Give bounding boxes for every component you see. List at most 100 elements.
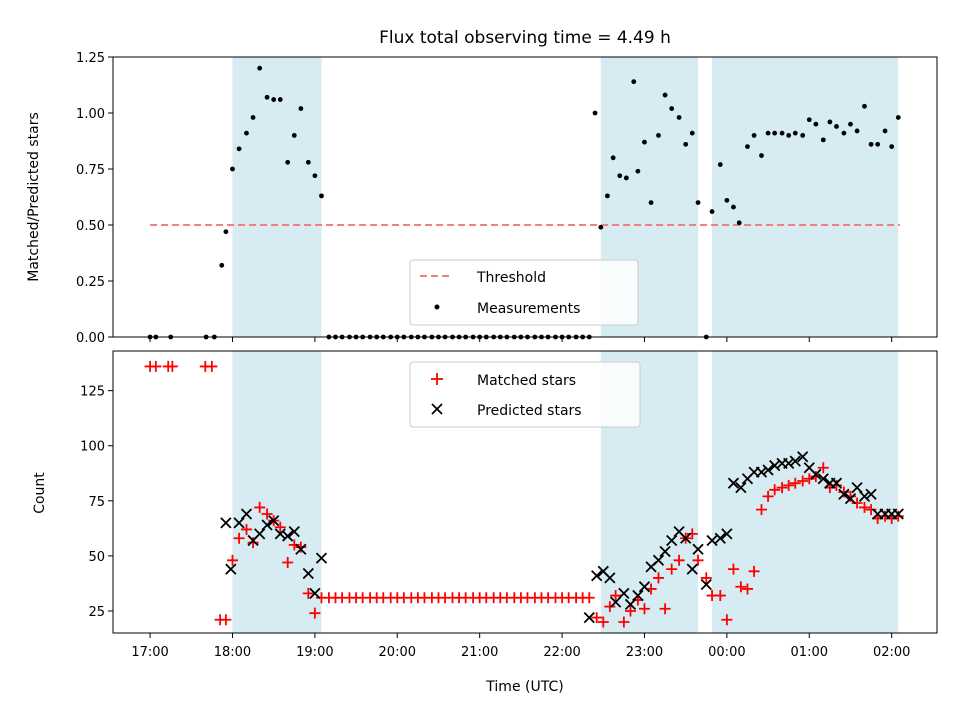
matched-star-marker — [838, 486, 850, 498]
predicted-star-marker — [727, 477, 740, 489]
count-legend: Matched stars Predicted stars — [409, 361, 641, 428]
measurement-point — [669, 106, 675, 111]
measurement-point — [800, 133, 806, 138]
matched-star-marker — [666, 563, 678, 575]
count-legend-box — [409, 361, 641, 428]
predicted-star-marker — [851, 481, 863, 494]
matched-star-marker — [789, 477, 801, 489]
measurement-point — [277, 97, 283, 102]
predicted-star-marker — [591, 570, 603, 582]
matched-star-marker — [261, 508, 273, 520]
predicted-star-marker — [254, 528, 266, 540]
predicted-star-marker — [830, 477, 843, 489]
measurement-point — [219, 262, 225, 268]
measurement-point — [848, 121, 853, 127]
predicted-star-marker — [240, 508, 253, 520]
predicted-star-marker — [638, 581, 651, 593]
predicted-star-marker — [261, 519, 273, 531]
ratio-legend-box — [409, 259, 639, 326]
matched-star-marker — [776, 482, 788, 494]
measurement-point — [889, 144, 895, 150]
matched-star-marker — [247, 537, 259, 549]
predicted-star-marker — [282, 530, 294, 542]
measurement-point — [656, 133, 661, 138]
measurement-point — [662, 92, 668, 98]
predicted-star-marker — [680, 532, 692, 544]
matched-star-marker — [309, 607, 321, 619]
measurement-point — [623, 175, 629, 181]
measurement-point — [305, 159, 311, 165]
measurement-point — [882, 128, 888, 134]
matched-star-marker — [302, 587, 314, 599]
shaded-interval — [712, 351, 899, 633]
measurements-legend-label: Measurements — [477, 301, 580, 317]
x-tick-label: 20:00 — [379, 645, 416, 660]
predicted-star-marker — [659, 545, 671, 558]
measurement-point — [834, 124, 839, 129]
predicted-star-marker — [706, 534, 718, 547]
matched-star-marker — [618, 616, 630, 628]
measurement-point — [312, 173, 318, 179]
predicted-star-marker — [652, 554, 665, 566]
matched-star-marker — [591, 612, 603, 624]
measurement-point — [875, 141, 881, 147]
predicted-star-marker — [610, 596, 622, 608]
ratio-y-ticks: 0.00 0.25 0.50 0.75 1.00 1.25 — [76, 51, 113, 346]
measurement-point — [709, 209, 715, 214]
predicted-star-marker — [692, 543, 704, 555]
x-tick-label: 19:00 — [296, 645, 333, 660]
measurement-point — [319, 193, 324, 199]
measurement-point — [745, 144, 750, 150]
count-y-tick-label: 75 — [88, 495, 105, 510]
predicted-star-marker — [789, 455, 801, 467]
predicted-star-marker — [632, 589, 644, 602]
ratio-y-tick-label: 0.75 — [76, 163, 105, 178]
count-y-tick-label: 125 — [80, 385, 105, 400]
measurement-point — [759, 153, 764, 158]
measurement-point — [806, 117, 812, 123]
matched-star-marker — [220, 614, 232, 626]
matched-star-marker — [166, 360, 178, 372]
predicted-legend-swatch — [431, 403, 443, 415]
predicted-star-marker — [783, 457, 795, 469]
predicted-star-marker — [274, 528, 286, 540]
measurement-point — [676, 115, 682, 120]
predicted-star-marker — [686, 563, 698, 575]
ratio-y-tick-label: 1.00 — [76, 107, 105, 122]
matched-star-marker — [858, 501, 870, 513]
predicted-star-marker — [700, 578, 712, 591]
matched-star-marker — [721, 614, 733, 626]
matched-star-marker — [755, 504, 767, 516]
matched-star-marker — [282, 557, 294, 568]
ratio-panel-frame — [112, 56, 938, 338]
predicted-star-marker — [892, 508, 904, 520]
measurement-point — [827, 119, 833, 125]
measurement-point — [298, 106, 304, 111]
count-x-ticks: 17:00 18:00 19:00 20:00 21:00 22:00 23:00 00:00… — [131, 633, 910, 660]
matched-star-marker — [254, 501, 266, 513]
predicted-star-marker — [755, 466, 768, 478]
predicted-star-marker — [233, 517, 245, 529]
matched-star-marker — [659, 603, 671, 615]
matched-star-marker — [652, 572, 664, 584]
predicted-star-marker — [268, 515, 280, 527]
predicted-star-marker — [295, 543, 307, 555]
measurement-point — [592, 110, 598, 116]
matched-star-marker — [714, 590, 726, 602]
measurement-point — [635, 168, 641, 174]
matched-legend-swatch — [431, 373, 443, 385]
matched-star-marker — [803, 473, 815, 485]
predicted-star-marker — [865, 488, 877, 500]
predicted-star-marker — [721, 528, 733, 540]
measurement-point — [868, 141, 874, 147]
matched-star-marker — [288, 539, 300, 551]
matched-star-marker — [638, 603, 650, 615]
measurement-point — [223, 229, 229, 235]
matched-star-marker — [583, 592, 595, 604]
matched-star-marker — [748, 565, 760, 577]
measurement-point — [230, 166, 235, 172]
x-tick-label: 22:00 — [543, 645, 580, 660]
predicted-star-marker — [618, 587, 630, 599]
ratio-y-tick-label: 0.50 — [76, 219, 105, 234]
matched-stars-points — [144, 360, 904, 628]
